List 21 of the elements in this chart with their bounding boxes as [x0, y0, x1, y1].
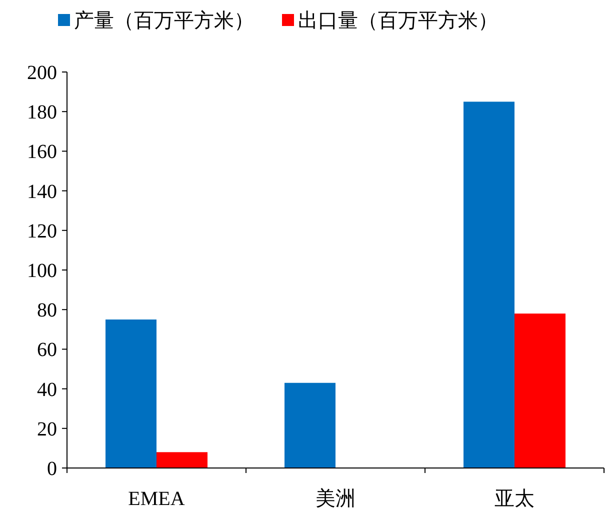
- legend-label: 出口量（百万平方米）: [298, 9, 498, 32]
- x-tick-label: 亚太: [494, 488, 534, 510]
- y-tick-label: 160: [27, 141, 57, 164]
- y-tick-label: 180: [27, 102, 57, 124]
- y-tick-label: 140: [27, 180, 57, 203]
- y-tick-label: 60: [37, 339, 57, 362]
- y-tick-label: 40: [37, 378, 57, 401]
- y-tick-label: 100: [27, 260, 57, 282]
- bar: [514, 314, 566, 468]
- y-tick-label: 20: [37, 418, 57, 440]
- y-tick-label: 80: [37, 300, 57, 322]
- bar: [106, 320, 156, 468]
- x-tick-label: EMEA: [128, 488, 186, 510]
- y-tick-label: 200: [27, 62, 57, 84]
- bar: [464, 102, 514, 468]
- y-tick-label: 120: [27, 220, 57, 242]
- y-tick-label: 0: [47, 458, 57, 480]
- legend-label: 产量（百万平方米）: [74, 9, 254, 32]
- x-tick-label: 美洲: [316, 487, 356, 510]
- bar: [156, 452, 208, 468]
- bar: [284, 382, 336, 468]
